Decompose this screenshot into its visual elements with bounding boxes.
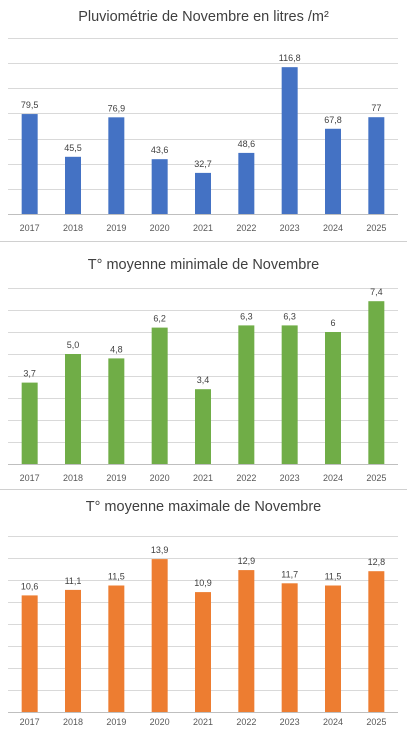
chart-title: T° moyenne maximale de Novembre	[86, 499, 321, 515]
x-tick-label: 2019	[106, 473, 126, 483]
data-label: 43,6	[151, 145, 169, 155]
bar	[368, 571, 385, 712]
bar	[151, 327, 168, 464]
data-label: 77	[371, 103, 381, 113]
bar	[281, 583, 298, 712]
x-tick-label: 2020	[150, 223, 170, 233]
x-tick-label: 2021	[193, 473, 213, 483]
bar	[151, 159, 168, 214]
data-label: 79,5	[21, 100, 39, 110]
data-label: 6,3	[240, 311, 253, 321]
data-label: 48,6	[238, 139, 256, 149]
bar	[325, 332, 341, 464]
data-label: 11,7	[281, 569, 298, 579]
data-label: 5,0	[67, 340, 80, 350]
x-tick-label: 2019	[106, 223, 126, 233]
data-label: 11,5	[108, 572, 125, 582]
bar	[65, 354, 81, 464]
x-tick-label: 2025	[366, 473, 386, 483]
bar	[238, 152, 255, 214]
bar	[238, 325, 255, 464]
data-label: 11,5	[325, 572, 342, 582]
x-tick-label: 2017	[20, 223, 40, 233]
data-label: 67,8	[324, 115, 342, 125]
bar	[325, 128, 341, 214]
bar	[21, 595, 38, 712]
x-tick-label: 2020	[150, 717, 170, 727]
bar	[195, 389, 211, 464]
data-label: 12,9	[238, 556, 256, 566]
bar	[151, 559, 168, 712]
x-tick-label: 2022	[236, 223, 256, 233]
bar	[108, 358, 125, 464]
x-tick-label: 2018	[63, 223, 83, 233]
x-tick-label: 2023	[280, 473, 300, 483]
x-tick-label: 2024	[323, 717, 343, 727]
chart-title: T° moyenne minimale de Novembre	[88, 257, 319, 273]
data-label: 4,8	[110, 344, 123, 354]
data-label: 32,7	[194, 159, 212, 169]
data-label: 12,8	[368, 557, 386, 567]
bar	[195, 592, 211, 712]
bar	[238, 570, 255, 712]
x-tick-label: 2018	[63, 717, 83, 727]
x-tick-label: 2023	[280, 223, 300, 233]
x-tick-label: 2020	[150, 473, 170, 483]
data-label: 76,9	[108, 103, 126, 113]
chart-separator	[0, 241, 407, 242]
data-label: 6	[330, 318, 335, 328]
x-tick-label: 2024	[323, 223, 343, 233]
x-tick-label: 2018	[63, 473, 83, 483]
x-tick-label: 2017	[20, 717, 40, 727]
bar	[65, 589, 81, 712]
rainfall-chart: Pluviométrie de Novembre en litres /m² 7…	[0, 0, 407, 240]
bar	[368, 301, 385, 464]
data-label: 10,6	[21, 581, 39, 591]
x-tick-label: 2022	[236, 473, 256, 483]
x-tick-label: 2024	[323, 473, 343, 483]
bar	[325, 585, 341, 712]
chart-separator	[0, 489, 407, 490]
x-tick-label: 2021	[193, 717, 213, 727]
x-tick-label: 2019	[106, 717, 126, 727]
data-label: 11,1	[65, 576, 82, 586]
data-label: 7,4	[370, 287, 383, 297]
max-temperature-chart-svg: T° moyenne maximale de Novembre 10,6 2017…	[8, 499, 398, 727]
bar	[108, 117, 125, 214]
x-tick-label: 2025	[366, 223, 386, 233]
rainfall-chart-svg: Pluviométrie de Novembre en litres /m² 7…	[8, 9, 398, 233]
x-tick-label: 2023	[280, 717, 300, 727]
bar	[195, 172, 211, 214]
bar	[281, 325, 298, 464]
data-label: 45,5	[64, 143, 82, 153]
bar	[108, 585, 125, 712]
data-label: 10,9	[194, 578, 212, 588]
bar	[281, 67, 298, 214]
data-label: 6,3	[283, 311, 296, 321]
min-temperature-chart: T° moyenne minimale de Novembre 3,7 2017 5…	[0, 246, 407, 488]
x-tick-label: 2022	[236, 717, 256, 727]
bar	[21, 382, 38, 464]
x-tick-label: 2021	[193, 223, 213, 233]
data-label: 3,7	[23, 369, 36, 379]
x-tick-label: 2017	[20, 473, 40, 483]
data-label: 6,2	[153, 314, 166, 324]
chart-title: Pluviométrie de Novembre en litres /m²	[78, 9, 329, 25]
data-label: 3,4	[197, 375, 210, 385]
bar	[368, 117, 385, 214]
min-temperature-chart-svg: T° moyenne minimale de Novembre 3,7 2017 5…	[8, 257, 398, 483]
max-temperature-chart: T° moyenne maximale de Novembre 10,6 2017…	[0, 492, 407, 731]
x-tick-label: 2025	[366, 717, 386, 727]
data-label: 116,8	[279, 53, 301, 63]
bar	[21, 114, 38, 214]
data-label: 13,9	[151, 545, 169, 555]
bar	[65, 156, 81, 214]
